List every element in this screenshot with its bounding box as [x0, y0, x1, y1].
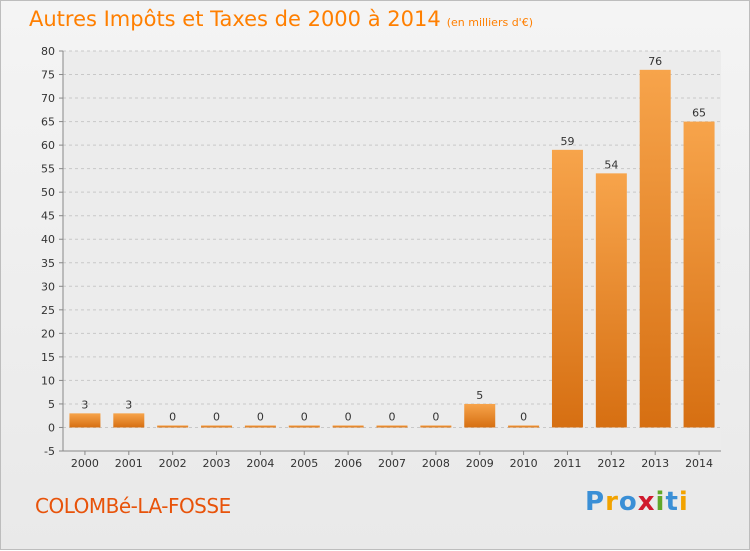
x-tick-label: 2012: [597, 457, 625, 470]
bar: [113, 413, 145, 428]
x-tick-label: 2007: [378, 457, 406, 470]
y-tick-label: 50: [41, 186, 55, 199]
x-tick-label: 2003: [203, 457, 231, 470]
data-label: 54: [604, 158, 618, 171]
bar: [683, 121, 715, 428]
data-label: 0: [345, 410, 352, 423]
x-tick-label: 2006: [334, 457, 362, 470]
bar: [508, 425, 540, 428]
logo-letter-i: i: [655, 487, 666, 517]
data-label: 0: [257, 410, 264, 423]
bar: [464, 403, 496, 428]
chart-title-text: Autres Impôts et Taxes de 2000 à 2014: [29, 7, 441, 31]
logo-letter-x: x: [637, 487, 656, 517]
y-tick-label: -5: [44, 445, 55, 458]
bar: [244, 425, 276, 428]
x-tick-label: 2009: [466, 457, 494, 470]
chart-title: Autres Impôts et Taxes de 2000 à 2014 (en…: [29, 7, 533, 31]
y-tick-label: 70: [41, 92, 55, 105]
x-tick-label: 2011: [553, 457, 581, 470]
bar: [69, 413, 101, 428]
data-label: 65: [692, 107, 706, 120]
data-label: 0: [169, 410, 176, 423]
y-tick-label: 65: [41, 116, 55, 129]
x-tick-label: 2013: [641, 457, 669, 470]
data-label: 76: [648, 55, 662, 68]
logo-letter-t: t: [665, 487, 679, 517]
data-label: 0: [520, 410, 527, 423]
y-tick-label: 20: [41, 327, 55, 340]
bar: [595, 173, 627, 428]
x-tick-label: 2010: [510, 457, 538, 470]
logo-letter-o: o: [618, 487, 638, 517]
x-tick-label: 2002: [159, 457, 187, 470]
y-tick-label: 30: [41, 280, 55, 293]
y-tick-label: 5: [48, 398, 55, 411]
bar: [288, 425, 320, 428]
y-tick-label: 35: [41, 257, 55, 270]
y-tick-label: 60: [41, 139, 55, 152]
data-label: 0: [213, 410, 220, 423]
data-label: 3: [81, 398, 88, 411]
chart-unit-text: (en milliers d'€): [446, 16, 533, 29]
x-tick-label: 2000: [71, 457, 99, 470]
y-tick-label: 45: [41, 210, 55, 223]
x-tick-label: 2005: [290, 457, 318, 470]
bar: [376, 425, 408, 428]
bar: [332, 425, 364, 428]
data-label: 0: [432, 410, 439, 423]
bar: [639, 69, 671, 428]
x-tick-label: 2004: [246, 457, 274, 470]
bar: [551, 149, 583, 428]
data-label: 3: [125, 398, 132, 411]
commune-name: COLOMBé-LA-FOSSE: [35, 494, 231, 518]
x-tick-label: 2008: [422, 457, 450, 470]
y-tick-label: 55: [41, 163, 55, 176]
x-tick-label: 2001: [115, 457, 143, 470]
bar: [420, 425, 452, 428]
x-tick-label: 2014: [685, 457, 713, 470]
bar: [201, 425, 233, 428]
y-tick-label: 15: [41, 351, 55, 364]
data-label: 59: [560, 135, 574, 148]
y-tick-label: 25: [41, 304, 55, 317]
bar: [157, 425, 189, 428]
proxiti-logo: Proxiti: [585, 487, 689, 517]
y-tick-label: 10: [41, 374, 55, 387]
y-tick-label: 80: [41, 45, 55, 58]
logo-letter-p: P: [585, 487, 606, 517]
y-tick-label: 40: [41, 233, 55, 246]
y-tick-label: 75: [41, 69, 55, 82]
data-label: 5: [476, 389, 483, 402]
data-label: 0: [389, 410, 396, 423]
logo-letter-r: r: [605, 487, 619, 517]
data-label: 0: [301, 410, 308, 423]
logo-letter-i2: i: [678, 487, 689, 517]
y-tick-label: 0: [48, 421, 55, 434]
